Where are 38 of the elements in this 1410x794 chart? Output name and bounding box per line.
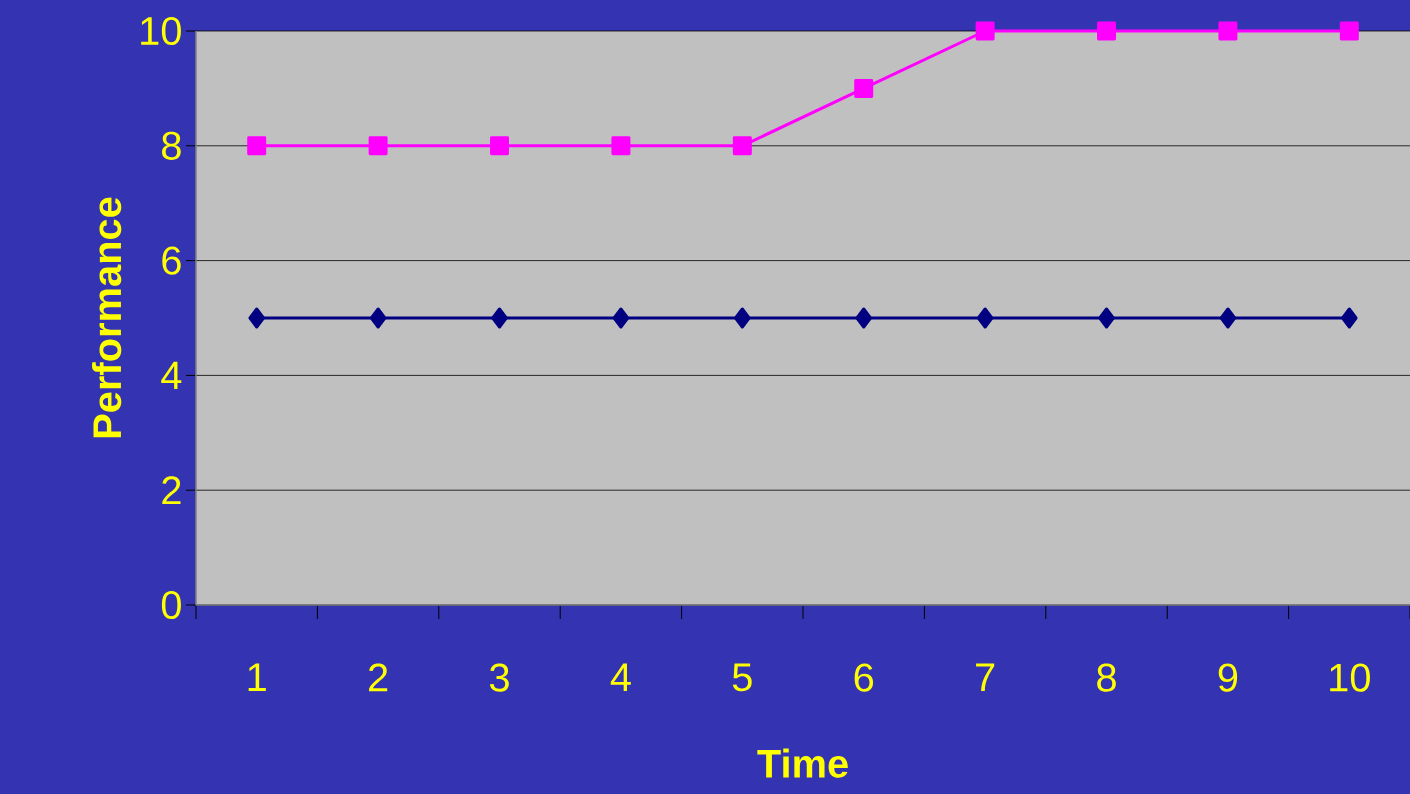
point xyxy=(1219,307,1237,329)
point xyxy=(612,307,630,329)
y-axis-title: Performance xyxy=(92,197,122,438)
x-tick-label: 10 xyxy=(1330,663,1370,692)
y-tick-label: 8 xyxy=(162,131,181,160)
x-tick-label: 5 xyxy=(732,663,752,692)
y-tick-label: 0 xyxy=(161,590,181,620)
point xyxy=(734,307,751,329)
point xyxy=(1218,21,1238,41)
x-tick-label: 8 xyxy=(1097,663,1116,692)
x-tick-label: 3 xyxy=(489,663,509,692)
point xyxy=(854,78,874,98)
point xyxy=(732,136,752,156)
y-tick-label: 2 xyxy=(162,476,181,505)
point xyxy=(369,307,387,329)
point xyxy=(1098,307,1115,329)
x-axis-title: Time xyxy=(757,748,848,778)
point xyxy=(368,136,388,156)
point xyxy=(1341,307,1358,329)
x-tick-label: 9 xyxy=(1218,663,1238,692)
point xyxy=(975,21,995,41)
x-tick-label: 7 xyxy=(976,663,995,691)
y-tick-label: 4 xyxy=(161,361,182,390)
point xyxy=(611,136,631,156)
point xyxy=(1339,21,1359,41)
point xyxy=(247,136,267,156)
x-tick-label: 4 xyxy=(610,663,631,691)
y-tick-label: 10 xyxy=(141,16,181,46)
point xyxy=(248,307,265,329)
x-tick-label: 1 xyxy=(248,663,266,691)
point xyxy=(490,136,510,156)
point xyxy=(1097,21,1117,41)
x-tick-label: 6 xyxy=(854,663,874,692)
point xyxy=(855,307,872,329)
x-tick-label: 2 xyxy=(369,663,388,692)
point xyxy=(976,307,994,329)
point xyxy=(491,307,508,329)
y-tick-label: 6 xyxy=(162,246,181,275)
